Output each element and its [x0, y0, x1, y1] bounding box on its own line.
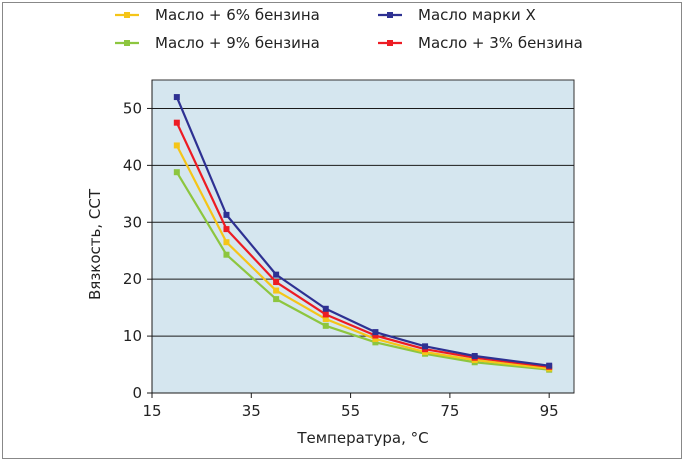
data-point [273, 271, 280, 278]
legend: Масло + 6% бензина Масло марки X Масло + 9… [115, 6, 583, 52]
legend-item: Масло + 6% бензина [115, 6, 320, 24]
data-point [471, 353, 478, 360]
legend-label: Масло + 3% бензина [418, 34, 583, 52]
data-point [273, 296, 280, 303]
series-line [175, 96, 550, 367]
data-point [322, 322, 329, 329]
legend-item: Масло + 9% бензина [115, 34, 320, 52]
data-point [372, 335, 379, 342]
series-line [175, 122, 550, 368]
data-point [372, 329, 379, 336]
y-tick-label: 30 [123, 213, 142, 231]
legend-marker [124, 12, 130, 18]
data-point [546, 362, 553, 369]
y-tick-label: 10 [123, 327, 142, 345]
y-tick-label: 50 [123, 99, 142, 117]
data-point [173, 169, 180, 176]
data-point [173, 142, 180, 149]
data-point [372, 339, 379, 346]
data-point [372, 332, 379, 339]
series-line [175, 144, 550, 370]
y-tick-label: 0 [132, 384, 142, 402]
series-layer [173, 94, 553, 373]
legend-label: Масло марки X [418, 6, 536, 24]
series-line [175, 171, 550, 371]
data-point [223, 211, 230, 218]
legend-item: Масло марки X [378, 6, 536, 24]
x-tick-label: 95 [540, 402, 559, 420]
series-2 [173, 94, 553, 369]
y-tick-label: 40 [123, 156, 142, 174]
data-point [322, 305, 329, 312]
x-tick-label: 15 [142, 402, 161, 420]
legend-marker [387, 40, 393, 46]
legend-marker [124, 40, 130, 46]
axes: 0 10 20 30 40 50 15 35 55 75 95 [123, 80, 574, 420]
y-axis-title: Вязкость, ССТ [86, 188, 104, 300]
legend-marker [387, 12, 393, 18]
data-point [173, 94, 180, 101]
legend-label: Масло + 9% бензина [155, 34, 320, 52]
data-point [223, 251, 230, 258]
y-tick-label: 20 [123, 270, 142, 288]
x-tick-label: 55 [341, 402, 360, 420]
x-tick-label: 75 [440, 402, 459, 420]
x-tick-label: 35 [242, 402, 261, 420]
data-point [173, 119, 180, 126]
data-point [273, 279, 280, 286]
legend-item: Масло + 3% бензина [378, 34, 583, 52]
data-point [322, 316, 329, 323]
data-point [223, 239, 230, 246]
legend-label: Масло + 6% бензина [155, 6, 320, 24]
data-point [322, 311, 329, 318]
data-point [223, 226, 230, 233]
data-point [273, 287, 280, 294]
data-point [422, 343, 429, 350]
x-axis-title: Температура, °C [296, 429, 428, 447]
